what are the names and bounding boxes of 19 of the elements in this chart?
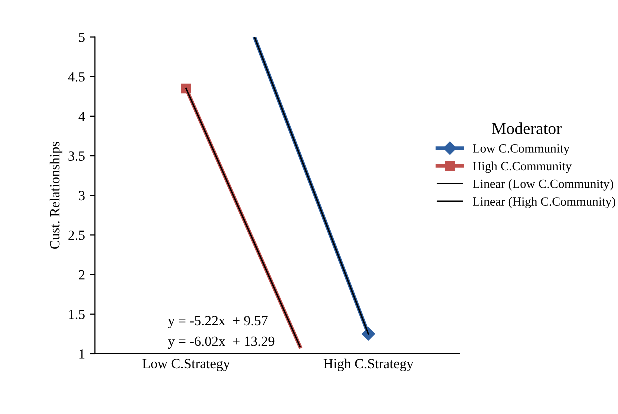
y-tick-label: 1 <box>80 350 85 359</box>
y-tick-label: 2.5 <box>68 230 85 240</box>
legend-label: Low C.Community <box>473 144 570 156</box>
y-tick-label: 1.5 <box>69 310 85 320</box>
legend-label: High C.Community <box>473 162 572 174</box>
legend-label: Linear (High C.Community) <box>473 197 616 209</box>
x-tick-label: High C.Strategy <box>324 358 414 372</box>
y-tick-label: 3.5 <box>68 152 85 162</box>
y-tick-label: 3 <box>79 191 85 201</box>
y-axis-title: Cust. Relationships <box>50 142 63 250</box>
annotation: y = -5.22x + 9.57 <box>168 316 268 328</box>
legend-title: Moderator <box>492 122 562 134</box>
y-tick-label: 4 <box>78 112 86 122</box>
y-tick-label: 5 <box>79 32 85 42</box>
legend-label: Linear (Low C.Community) <box>473 179 614 191</box>
y-tick-label: 4.5 <box>68 72 85 82</box>
y-tick-label: 2 <box>79 270 85 280</box>
x-tick-label: Low C.Strategy <box>142 359 230 372</box>
annotation: y = -6.02x + 13.29 <box>168 336 275 350</box>
